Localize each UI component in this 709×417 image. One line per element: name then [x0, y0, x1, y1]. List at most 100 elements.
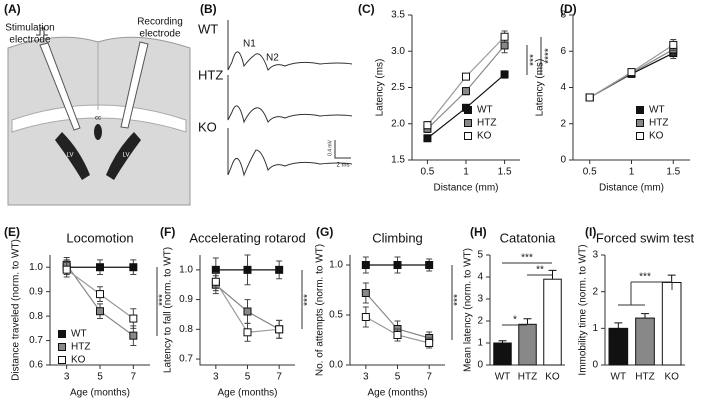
label: Recording — [137, 17, 183, 28]
y-tick-label: 0.6 — [29, 360, 43, 371]
y-tick-label: 1 — [592, 323, 598, 334]
annotation: * — [513, 315, 517, 326]
legend-swatch — [58, 356, 66, 364]
y-tick-label: 1.0 — [29, 262, 43, 273]
y-tick-label: 2.5 — [391, 82, 405, 93]
marker — [275, 265, 284, 274]
axis — [199, 255, 295, 366]
y-tick-label: 2.0 — [391, 118, 405, 129]
marker — [243, 307, 252, 316]
recording-electrode — [120, 41, 149, 129]
trace-label: WT — [198, 21, 218, 36]
panel-label: (D) — [560, 2, 577, 16]
x-axis-label: Age (months) — [70, 388, 130, 399]
legend-swatch — [636, 119, 644, 127]
scale-label: 2 ms — [336, 163, 349, 169]
x-tick-label: 5 — [245, 372, 251, 383]
label: LV — [123, 153, 130, 159]
annotation: *** — [639, 272, 651, 283]
third-ventricle — [94, 124, 102, 140]
marker — [423, 134, 432, 143]
error-bar — [641, 313, 649, 319]
x-tick-label: KO — [545, 372, 560, 383]
legend-label: KO — [649, 131, 664, 142]
legend-label: WT — [71, 329, 87, 340]
x-tick-label: 0.5 — [420, 167, 434, 178]
marker — [585, 93, 594, 102]
bar — [635, 317, 655, 366]
annotation: ** — [536, 265, 544, 276]
ventricle — [106, 132, 141, 180]
axis — [572, 15, 690, 161]
y-tick-label: 3.0 — [391, 46, 405, 57]
marker — [425, 339, 434, 347]
annotation: *** — [303, 294, 314, 306]
y-tick-label: 2 — [592, 286, 598, 297]
y-axis-label: Mean latency (norm. to WT) — [463, 248, 474, 372]
bar — [543, 278, 562, 366]
y-tick-label: 1.0 — [329, 260, 343, 271]
marker — [423, 121, 432, 130]
panel-b — [227, 20, 353, 177]
panel-label: (G) — [316, 225, 333, 239]
annotation: **** — [544, 48, 555, 64]
y-tick-label: 5 — [477, 250, 483, 261]
marker — [62, 265, 71, 274]
x-tick-label: KO — [664, 372, 679, 383]
y-tick-label: 0 — [592, 360, 598, 371]
legend-swatch — [464, 132, 472, 140]
y-axis-label: Distance traveled (norm. to WT) — [11, 239, 22, 381]
x-tick-label: 1 — [463, 167, 469, 178]
legend-swatch — [58, 343, 66, 351]
trace — [227, 128, 353, 177]
y-axis-label: Latency (ms) — [535, 59, 546, 117]
marker — [500, 32, 509, 41]
marker — [129, 314, 138, 323]
y-tick-label: 0 — [560, 155, 566, 166]
peak-label: N1 — [243, 39, 256, 50]
y-tick-label: 0.9 — [29, 286, 43, 297]
annotation: *** — [453, 294, 464, 306]
annotation: *** — [158, 294, 169, 306]
y-tick-label: 2 — [477, 316, 483, 327]
x-tick-label: HTZ — [635, 372, 654, 383]
y-axis-label: Latency to fall (norm. to WT) — [163, 247, 174, 373]
y-axis-label: Immobility time (norm. to WT) — [578, 244, 589, 375]
panel-label: (I) — [585, 225, 596, 239]
label: LV — [67, 153, 74, 159]
label: electrode — [139, 29, 181, 40]
y-tick-label: 3 — [592, 250, 598, 261]
y-tick-label: 3 — [477, 294, 483, 305]
marker — [96, 263, 104, 272]
scale-label: 0.4 mV — [327, 139, 333, 156]
y-tick-label: 0.9 — [179, 294, 193, 305]
panel-a: Stimulation electrode Recording electrod… — [4, 2, 191, 206]
x-tick-label: 3 — [64, 372, 70, 383]
marker — [361, 289, 370, 297]
x-axis-label: Age (months) — [367, 388, 427, 399]
y-tick-label: 0.8 — [29, 311, 43, 322]
chart-title: Catatonia — [500, 230, 556, 245]
chart-title: Accelerating rotarod — [189, 230, 305, 245]
bar — [518, 323, 537, 366]
pulse-symbol — [36, 27, 48, 36]
marker — [275, 325, 284, 334]
panel-label: (A) — [4, 2, 21, 16]
y-tick-label: 0.0 — [329, 360, 343, 371]
chart-title: Forced swim test — [596, 230, 695, 245]
x-axis-label: Distance (mm) — [433, 183, 498, 194]
annotation: *** — [521, 253, 533, 264]
x-tick-label: WT — [611, 372, 627, 383]
marker — [393, 261, 402, 269]
y-tick-label: 0.7 — [29, 335, 43, 346]
x-tick-label: 7 — [426, 372, 432, 383]
marker — [96, 290, 104, 299]
x-axis-label: Age (months) — [217, 388, 277, 399]
legend-label: WT — [477, 105, 493, 116]
marker — [462, 72, 470, 81]
error-bar — [667, 274, 676, 283]
x-tick-label: 7 — [131, 372, 137, 383]
y-tick-label: 4 — [477, 272, 483, 283]
x-tick-label: 1.5 — [498, 167, 512, 178]
legend-label: WT — [649, 105, 665, 116]
